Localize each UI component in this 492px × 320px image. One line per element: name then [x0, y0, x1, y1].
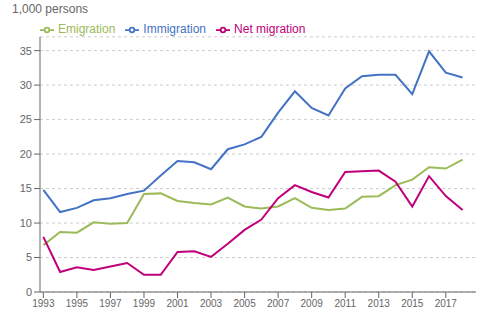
html-text:Emigration: Emigration — [58, 22, 116, 36]
svg-text:2009: 2009 — [301, 298, 324, 309]
svg-text:1999: 1999 — [133, 298, 156, 309]
svg-text:10: 10 — [20, 217, 32, 229]
svg-text:2017: 2017 — [435, 298, 458, 309]
svg-text:2005: 2005 — [233, 298, 256, 309]
svg-text:25: 25 — [20, 113, 32, 125]
svg-text:1995: 1995 — [66, 298, 89, 309]
svg-text:1993: 1993 — [32, 298, 55, 309]
html-text:Net migration: Net migration — [234, 22, 306, 36]
svg-text:15: 15 — [20, 182, 32, 194]
svg-text:30: 30 — [20, 79, 32, 91]
svg-text:2001: 2001 — [166, 298, 189, 309]
svg-text:1997: 1997 — [99, 298, 122, 309]
html-text:1,000 persons: 1,000 persons — [12, 2, 89, 16]
svg-text:0: 0 — [26, 286, 32, 298]
svg-text:2013: 2013 — [368, 298, 391, 309]
svg-text:35: 35 — [20, 45, 32, 57]
svg-text:2003: 2003 — [200, 298, 223, 309]
html-text:Immigration: Immigration — [143, 22, 206, 36]
svg-text:5: 5 — [26, 251, 32, 263]
svg-text:2015: 2015 — [401, 298, 424, 309]
svg-text:20: 20 — [20, 148, 32, 160]
svg-text:2007: 2007 — [267, 298, 290, 309]
svg-text:2011: 2011 — [334, 298, 356, 309]
